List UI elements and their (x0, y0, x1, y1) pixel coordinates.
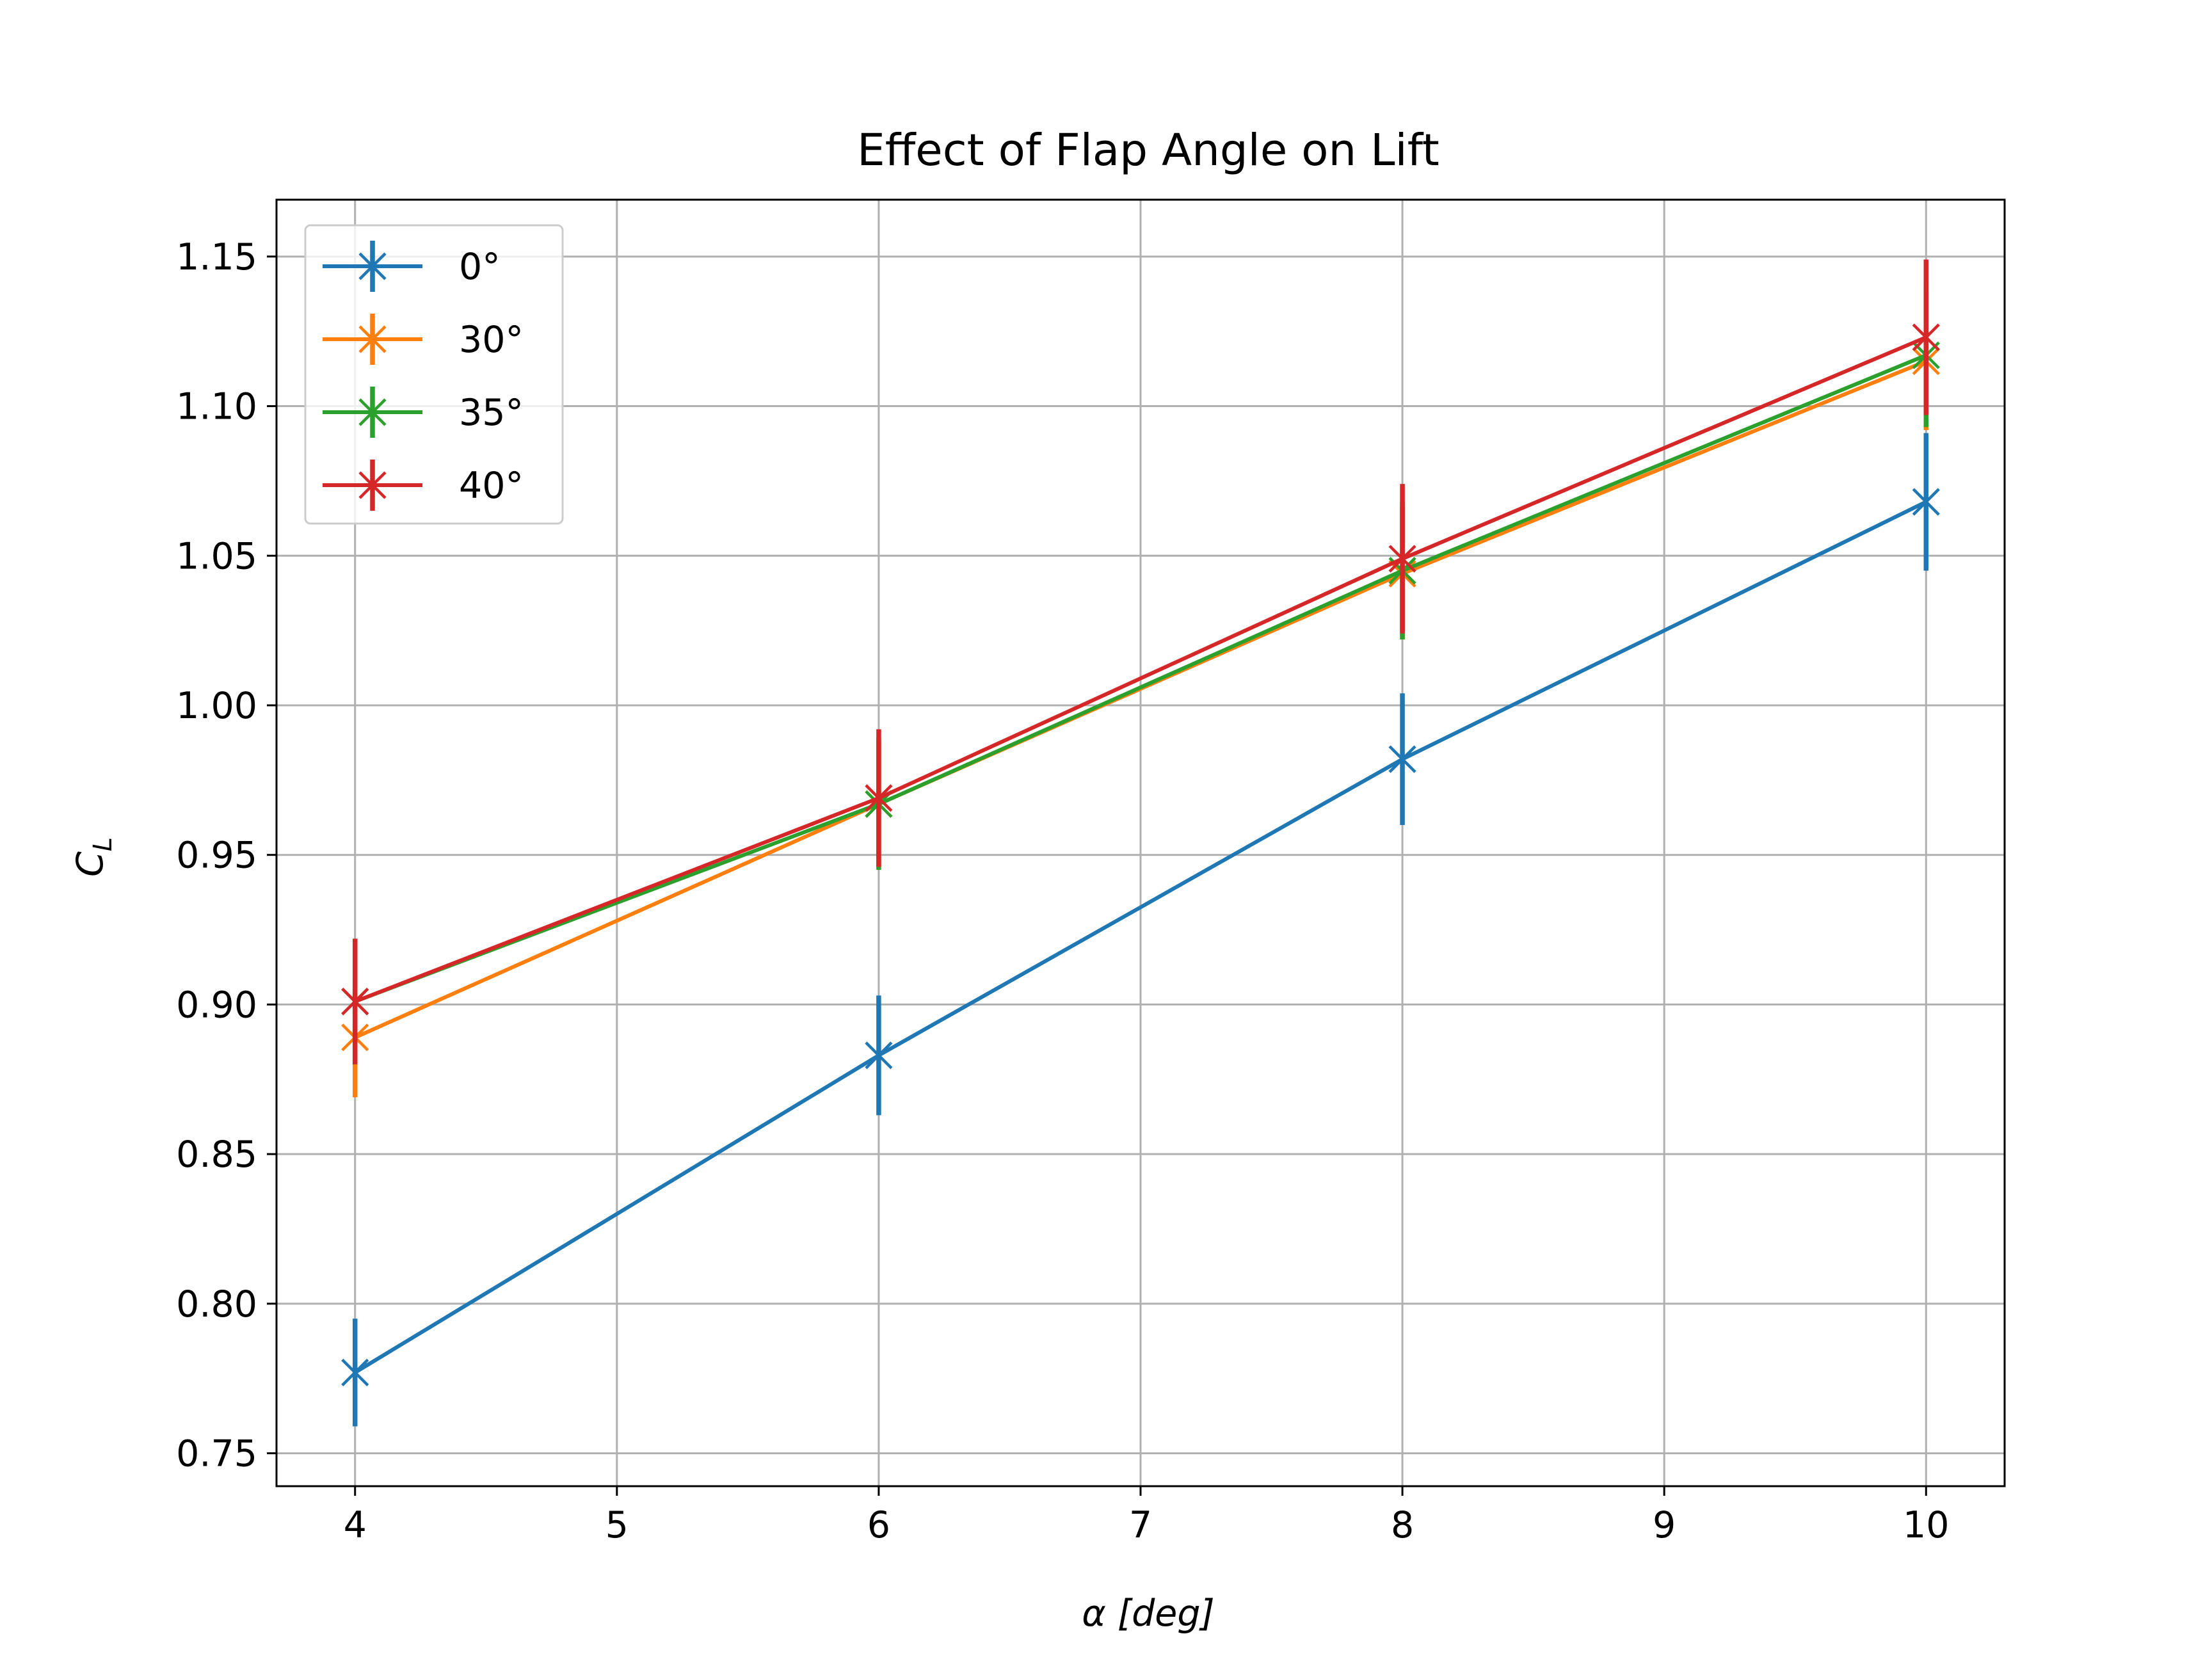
x-axis-label: α [deg] (1082, 1592, 1215, 1635)
data-point-marker (865, 1041, 893, 1070)
y-axis-label-sub: L (88, 837, 118, 851)
x-tick-label: 6 (867, 1504, 890, 1546)
series-line (354, 353, 1927, 1004)
legend-label: 0° (459, 246, 501, 288)
data-point-marker (865, 784, 893, 812)
data-point-marker (341, 988, 369, 1016)
x-tick-label: 8 (1391, 1504, 1414, 1546)
chart-title: Effect of Flap Angle on Lift (857, 125, 1439, 176)
data-point-marker (341, 1358, 369, 1386)
y-tick-label: 0.90 (176, 984, 257, 1026)
legend-label: 30° (459, 319, 524, 361)
legend-label: 35° (459, 392, 524, 434)
y-tick-label: 0.95 (176, 835, 257, 877)
legend-box (304, 224, 564, 525)
legend-marker (358, 398, 387, 426)
plot-area (275, 198, 2006, 1487)
y-tick-label: 0.80 (176, 1283, 257, 1326)
x-tick-label: 7 (1129, 1504, 1152, 1546)
y-axis-label: CL (69, 837, 118, 877)
y-axis: 0.75 0.80 0.85 0.90 0.95 1.00 1.05 1.10 1.15 (176, 236, 276, 1475)
data-point-marker (1388, 545, 1416, 573)
legend: 0° 30° 35° 40° (304, 224, 564, 525)
legend-marker (358, 325, 387, 353)
grid (276, 200, 2005, 1486)
legend-entry: 30° (323, 314, 524, 365)
series-0 (341, 433, 1940, 1427)
legend-entry: 35° (323, 387, 524, 438)
data-point-marker (1912, 323, 1940, 351)
series-line (354, 335, 1927, 1004)
y-tick-label: 1.15 (176, 236, 257, 278)
data-point-marker (1388, 745, 1416, 773)
series-layer (341, 259, 1940, 1427)
x-tick-label: 5 (605, 1504, 629, 1546)
data-point-marker (1912, 488, 1940, 516)
y-tick-label: 0.75 (176, 1433, 257, 1475)
y-tick-label: 0.85 (176, 1134, 257, 1176)
y-axis-label-main: C (69, 851, 111, 877)
legend-marker (358, 252, 387, 280)
legend-marker (358, 471, 387, 499)
y-tick-label: 1.05 (176, 535, 257, 577)
x-axis: 4 5 6 7 8 9 10 (344, 1486, 1950, 1546)
series-3 (341, 259, 1940, 1064)
x-tick-label: 9 (1653, 1504, 1676, 1546)
legend-entry: 0° (323, 241, 501, 292)
x-tick-label: 4 (344, 1504, 367, 1546)
x-tick-label: 10 (1903, 1504, 1950, 1546)
legend-label: 40° (459, 465, 524, 507)
series-line (354, 500, 1927, 1374)
y-tick-label: 1.10 (176, 386, 257, 428)
y-tick-label: 1.00 (176, 685, 257, 727)
legend-entry: 40° (323, 460, 524, 511)
